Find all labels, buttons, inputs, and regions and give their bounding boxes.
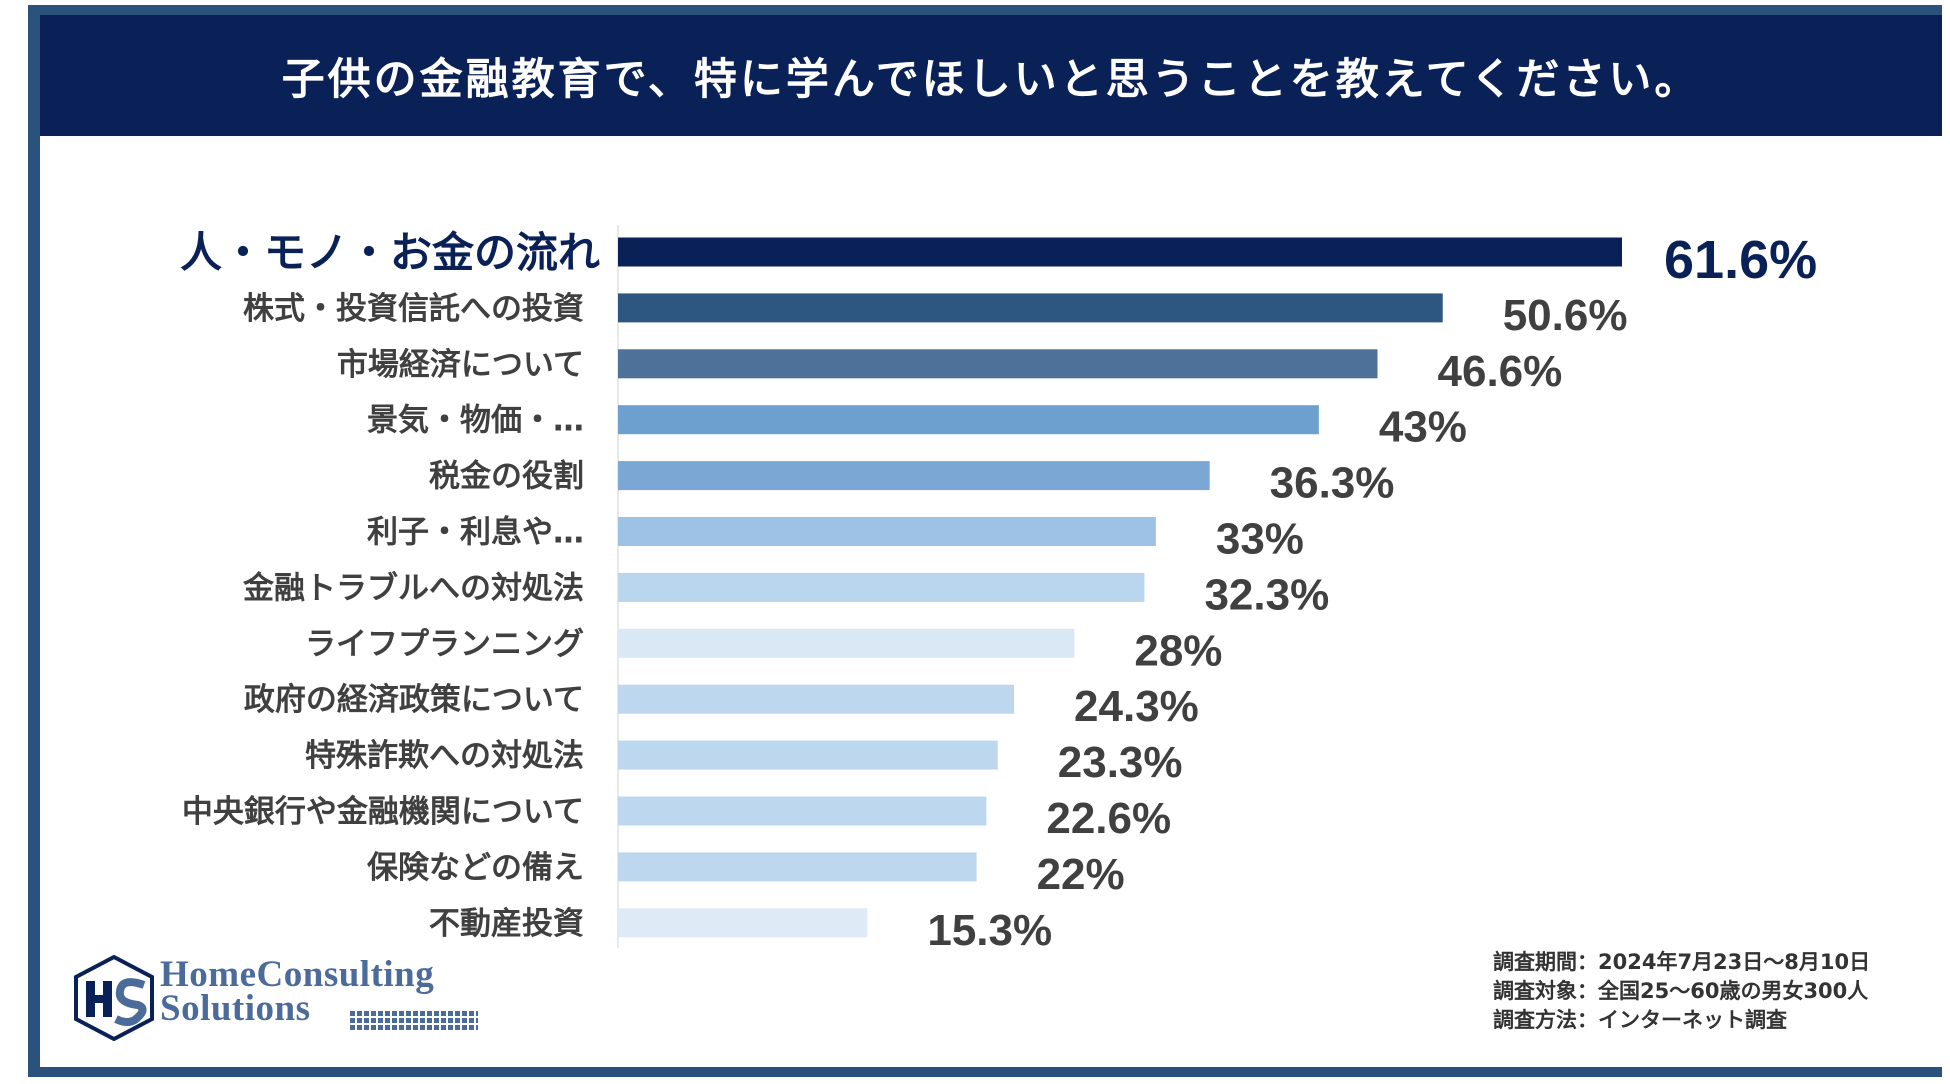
- category-label: 政府の経済政策について: [244, 682, 584, 718]
- bar: [618, 908, 868, 938]
- bar: [618, 852, 977, 882]
- bar: [618, 405, 1319, 435]
- category-label: 金融トラブルへの対処法: [242, 570, 584, 606]
- bar: [618, 796, 987, 826]
- survey-method: 調査方法：インターネット調査: [1493, 1008, 1787, 1032]
- category-label: 不動産投資: [429, 906, 584, 942]
- category-label: 中央銀行や金融機関について: [182, 794, 584, 830]
- category-label: 人・モノ・お金の流れ: [180, 228, 600, 277]
- bar: [618, 684, 1015, 714]
- hcs-logo-icon: [74, 954, 154, 1042]
- value-label: 43%: [1379, 403, 1467, 452]
- logo-pattern: [348, 1011, 478, 1031]
- bar: [618, 461, 1210, 491]
- bar: [618, 237, 1622, 267]
- logo-text-line2: Solutions: [160, 988, 311, 1029]
- bar: [618, 628, 1075, 658]
- chart-title: 子供の金融教育で、特に学んでほしいと思うことを教えてください。: [281, 54, 1701, 105]
- value-label: 50.6%: [1503, 291, 1628, 340]
- value-label: 36.3%: [1270, 459, 1395, 508]
- value-label: 22%: [1037, 850, 1125, 899]
- category-label: 株式・投資信託への投資: [243, 291, 584, 327]
- title-banner: 子供の金融教育で、特に学んでほしいと思うことを教えてください。: [40, 15, 1942, 136]
- value-label: 32.3%: [1204, 570, 1329, 619]
- category-label: 市場経済について: [337, 347, 584, 383]
- bar: [618, 572, 1145, 602]
- value-label: 33%: [1216, 515, 1304, 564]
- category-label: 税金の役割: [429, 459, 584, 495]
- bar: [618, 349, 1378, 379]
- bar: [618, 517, 1156, 546]
- category-label: 利子・利息や…: [367, 515, 584, 551]
- survey-target: 調査対象：全国25～60歳の男女300人: [1493, 979, 1869, 1003]
- value-label: 46.6%: [1438, 347, 1563, 396]
- survey-period: 調査期間：2024年7月23日～8月10日: [1493, 950, 1871, 974]
- value-label: 15.3%: [927, 906, 1052, 955]
- value-label: 22.6%: [1046, 794, 1171, 843]
- bar: [618, 293, 1443, 323]
- company-logo: HomeConsulting Solutions: [72, 954, 492, 1045]
- value-label: 28%: [1134, 626, 1222, 675]
- survey-notes: 調査期間：2024年7月23日～8月10日 調査対象：全国25～60歳の男女30…: [1493, 948, 1870, 1035]
- value-label: 61.6%: [1664, 230, 1817, 290]
- value-label: 23.3%: [1058, 738, 1183, 787]
- value-label: 24.3%: [1074, 682, 1199, 731]
- category-label: ライフプランニング: [305, 626, 584, 662]
- category-label: 保険などの備え: [367, 850, 584, 886]
- category-label: 特殊詐欺への対処法: [305, 738, 584, 774]
- bar: [618, 740, 998, 770]
- logo-text-line1: HomeConsulting: [160, 954, 435, 995]
- category-label: 景気・物価・…: [367, 403, 584, 439]
